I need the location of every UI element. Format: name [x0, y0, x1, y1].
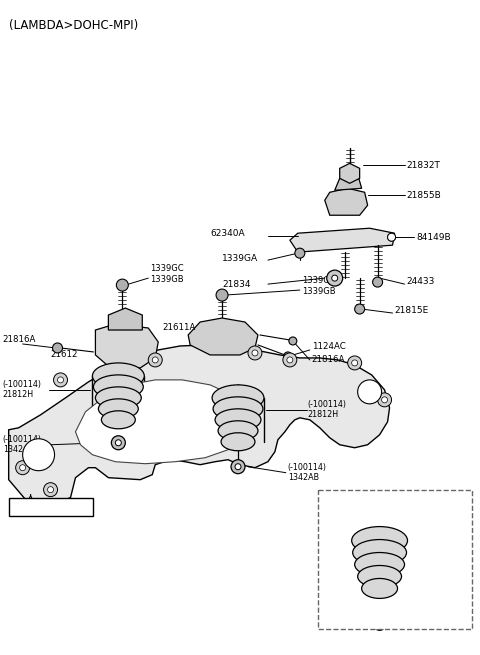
Text: 1124AC: 1124AC [312, 343, 346, 352]
Text: 84149B: 84149B [417, 233, 451, 242]
Circle shape [387, 233, 396, 241]
Circle shape [23, 439, 55, 471]
Text: 21611A: 21611A [162, 324, 196, 333]
Circle shape [372, 277, 383, 287]
Text: 21812H: 21812H [432, 560, 466, 569]
Text: 1339CA: 1339CA [432, 620, 465, 629]
Circle shape [58, 377, 63, 383]
Text: 1339GC
1339GB: 1339GC 1339GB [302, 276, 336, 296]
Polygon shape [9, 345, 390, 504]
Circle shape [216, 289, 228, 301]
Circle shape [376, 595, 384, 603]
Polygon shape [96, 324, 158, 368]
Ellipse shape [215, 409, 261, 431]
Circle shape [332, 275, 338, 281]
Circle shape [387, 233, 396, 241]
Text: 1342AB: 1342AB [3, 445, 34, 454]
Text: 24433: 24433 [407, 276, 435, 286]
Text: 21834: 21834 [222, 280, 251, 289]
Ellipse shape [94, 375, 144, 399]
Ellipse shape [218, 421, 258, 441]
Ellipse shape [96, 387, 141, 409]
Circle shape [152, 357, 158, 363]
Polygon shape [340, 163, 360, 183]
Bar [9, 498, 94, 515]
Circle shape [44, 483, 58, 496]
Text: 1339GA: 1339GA [222, 253, 258, 263]
Text: 62340A: 62340A [210, 229, 245, 238]
Ellipse shape [101, 411, 135, 429]
Text: 21816A: 21816A [312, 356, 345, 364]
Text: 21855B: 21855B [407, 191, 441, 200]
Circle shape [54, 373, 68, 387]
Ellipse shape [361, 578, 397, 599]
Text: REF.60-624: REF.60-624 [24, 502, 77, 511]
Polygon shape [325, 188, 368, 215]
Circle shape [252, 350, 258, 356]
Ellipse shape [352, 527, 408, 555]
Polygon shape [75, 380, 250, 464]
Ellipse shape [355, 553, 405, 576]
Ellipse shape [221, 433, 255, 451]
Circle shape [111, 436, 125, 450]
Polygon shape [335, 174, 361, 191]
Ellipse shape [358, 565, 402, 588]
FancyBboxPatch shape [318, 490, 472, 629]
Ellipse shape [93, 363, 144, 389]
Polygon shape [188, 318, 258, 355]
Circle shape [284, 352, 292, 360]
Circle shape [287, 357, 293, 363]
Circle shape [295, 248, 305, 258]
Text: (LAMBDA>DOHC-MPI): (LAMBDA>DOHC-MPI) [9, 18, 138, 31]
Polygon shape [108, 308, 142, 330]
Circle shape [148, 353, 162, 367]
Circle shape [373, 618, 385, 630]
Circle shape [358, 380, 382, 404]
Circle shape [48, 487, 54, 493]
Text: 21816A: 21816A [3, 335, 36, 345]
Ellipse shape [98, 399, 138, 419]
Text: (-100114): (-100114) [3, 436, 42, 444]
Text: 1339GC
1339GB: 1339GC 1339GB [150, 265, 184, 284]
Circle shape [20, 464, 25, 471]
Circle shape [115, 440, 121, 446]
Circle shape [116, 279, 128, 291]
Text: 1360GC: 1360GC [432, 594, 466, 603]
Circle shape [378, 393, 392, 407]
Text: 21612: 21612 [50, 350, 78, 360]
Circle shape [382, 397, 387, 403]
Text: (100114-): (100114-) [326, 504, 372, 513]
Circle shape [16, 460, 30, 475]
Polygon shape [290, 228, 395, 252]
Text: 21815E: 21815E [395, 305, 429, 314]
Circle shape [289, 337, 297, 345]
Text: 21832T: 21832T [407, 161, 440, 170]
Text: 21812H: 21812H [3, 390, 34, 400]
Circle shape [348, 356, 361, 370]
Text: 1342AB: 1342AB [288, 473, 319, 482]
Circle shape [327, 270, 343, 286]
Circle shape [378, 622, 382, 626]
Text: (-100114): (-100114) [288, 463, 327, 472]
Circle shape [371, 590, 389, 607]
Circle shape [352, 360, 358, 366]
Circle shape [52, 343, 62, 353]
Circle shape [355, 304, 365, 314]
Circle shape [231, 460, 245, 474]
Ellipse shape [353, 540, 407, 565]
Ellipse shape [213, 397, 263, 421]
Circle shape [248, 346, 262, 360]
Text: (-100114): (-100114) [308, 400, 347, 409]
Circle shape [283, 353, 297, 367]
Text: 21812H: 21812H [308, 410, 339, 419]
Ellipse shape [212, 385, 264, 411]
Text: (-100114): (-100114) [3, 381, 42, 389]
Circle shape [235, 464, 241, 470]
